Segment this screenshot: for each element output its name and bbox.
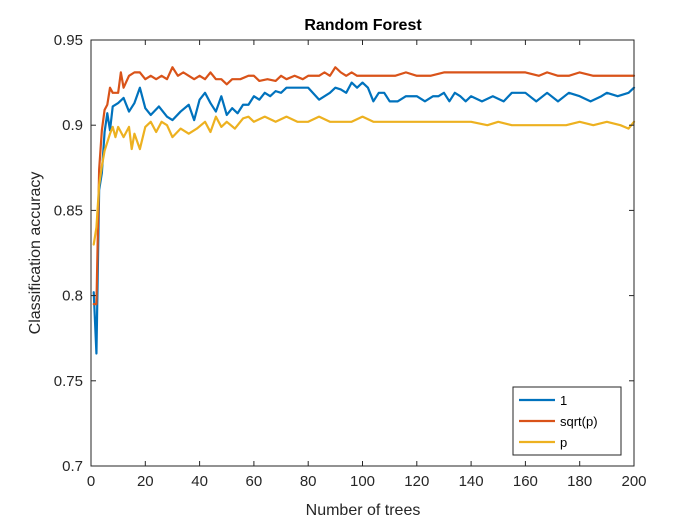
y-tick-label: 0.7 — [62, 458, 83, 475]
x-tick-label: 60 — [246, 473, 263, 490]
series-line-2 — [92, 66, 636, 306]
x-tick-label: 40 — [191, 473, 208, 490]
legend: 1 sqrt(p) p — [512, 386, 622, 456]
x-tick-label: 160 — [513, 473, 538, 490]
y-tick-label: 0.9 — [62, 117, 83, 134]
x-tick-label: 200 — [621, 473, 646, 490]
x-tick-label: 120 — [404, 473, 429, 490]
legend-label: p — [560, 435, 567, 450]
series-line-3 — [92, 115, 636, 246]
chart-title: Random Forest — [304, 17, 422, 34]
y-axis-ticks: 0.7 0.75 0.8 0.85 0.9 0.95 — [54, 32, 634, 475]
x-tick-label: 140 — [459, 473, 484, 490]
legend-label: sqrt(p) — [560, 414, 598, 429]
y-tick-label: 0.85 — [54, 202, 83, 219]
x-tick-label: 180 — [567, 473, 592, 490]
series-line-1 — [92, 81, 636, 355]
x-axis-title: Number of trees — [306, 502, 421, 519]
y-tick-label: 0.95 — [54, 32, 83, 49]
y-tick-label: 0.8 — [62, 288, 83, 305]
x-tick-label: 80 — [300, 473, 317, 490]
y-axis-title: Classification accuracy — [27, 172, 44, 335]
legend-label: 1 — [560, 393, 567, 408]
series-layer — [92, 66, 636, 355]
x-tick-label: 100 — [350, 473, 375, 490]
x-tick-label: 0 — [87, 473, 95, 490]
y-tick-label: 0.75 — [54, 373, 83, 390]
x-tick-label: 20 — [137, 473, 154, 490]
x-axis-ticks: 0 20 40 60 80 100 120 140 160 180 200 — [87, 40, 647, 490]
